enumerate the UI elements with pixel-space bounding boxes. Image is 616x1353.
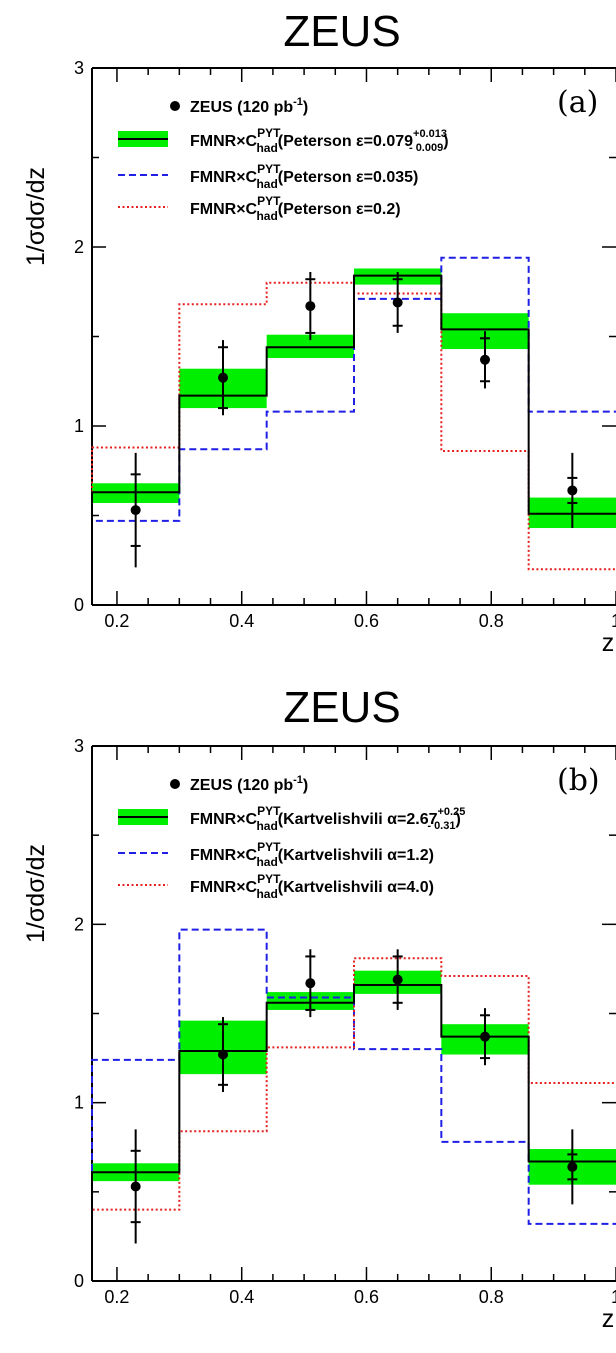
data-point (567, 1161, 578, 1172)
x-axis-label: z (602, 1305, 615, 1333)
x-tick-label: 0.8 (479, 611, 504, 631)
data-point (305, 301, 316, 312)
data-point (218, 1049, 228, 1060)
data-point (305, 978, 316, 989)
panel-label: (a) (557, 85, 598, 120)
x-tick-label: 1 (611, 611, 616, 631)
data-point (480, 1031, 490, 1042)
series-central-line (91, 274, 616, 605)
data-point (480, 354, 490, 365)
legend-data-marker (170, 101, 180, 111)
y-tick-label: 3 (74, 58, 84, 78)
data-point (567, 485, 578, 496)
legend-label: FMNR×CPYT had(Peterson ε=0.079+0.013- 0.0… (190, 126, 449, 155)
y-tick-label: 0 (74, 1271, 84, 1291)
data-point (392, 974, 403, 985)
y-tick-label: 2 (74, 914, 84, 934)
x-tick-label: 0.4 (229, 1287, 254, 1307)
chart-title: ZEUS (283, 7, 400, 56)
series-dashed-line (91, 256, 616, 605)
data-point (130, 1181, 141, 1192)
y-tick-label: 1 (74, 416, 84, 436)
y-tick-label: 3 (74, 736, 84, 756)
y-tick-label: 2 (74, 237, 84, 257)
x-tick-label: 0.6 (354, 611, 379, 631)
y-axis-label: 1/σdσ/dz (22, 844, 50, 943)
series-central-line (91, 983, 616, 1281)
y-tick-label: 0 (74, 595, 84, 615)
x-tick-label: 0.6 (354, 1287, 379, 1307)
legend-data-marker (170, 779, 180, 789)
legend-label: FMNR×CPYT had(Peterson ε=0.2) (190, 194, 401, 223)
chart-title: ZEUS (283, 683, 400, 732)
legend-label: FMNR×CPYT had(Kartvelishvili α=4.0) (190, 872, 434, 901)
x-tick-label: 0.2 (104, 611, 129, 631)
data-point (392, 297, 403, 308)
legend-label: FMNR×CPYT had(Peterson ε=0.035) (190, 162, 418, 191)
x-tick-label: 0.8 (479, 1287, 504, 1307)
x-tick-label: 1 (611, 1287, 616, 1307)
legend-label: FMNR×CPYT had(Kartvelishvili α=1.2) (190, 840, 434, 869)
data-point (130, 505, 141, 516)
legend-data-label: ZEUS (120 pb-1) (190, 96, 308, 116)
series-dotted-line (91, 957, 616, 1281)
y-tick-label: 1 (74, 1093, 84, 1113)
x-axis-label: z (602, 629, 615, 657)
x-tick-label: 0.2 (104, 1287, 129, 1307)
legend-data-label: ZEUS (120 pb-1) (190, 774, 308, 794)
panel-label: (b) (557, 763, 600, 798)
y-axis-label: 1/σdσ/dz (22, 167, 50, 266)
legend: ZEUS (120 pb-1) FMNR×CPYT had(Kartvelishvi… (118, 774, 465, 901)
legend-label: FMNR×CPYT had(Kartvelishvili α=2.67+0.25-… (190, 804, 465, 833)
x-tick-label: 0.4 (229, 611, 254, 631)
legend: ZEUS (120 pb-1) FMNR×CPYT had(Peterson ε=0… (118, 96, 449, 223)
data-point (218, 372, 228, 383)
